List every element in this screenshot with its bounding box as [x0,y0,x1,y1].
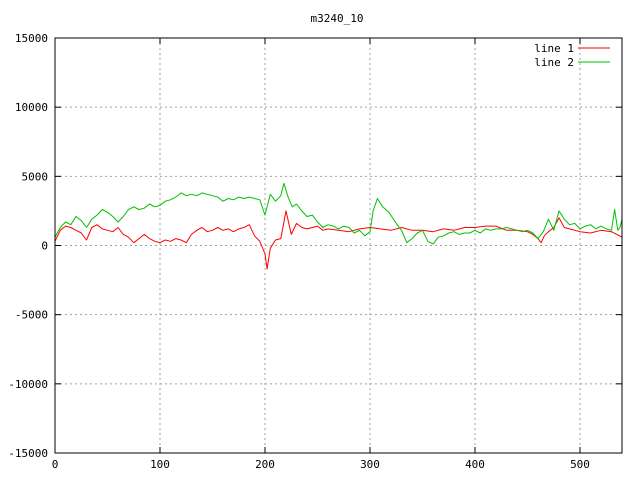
y-tick-label: 5000 [22,170,49,183]
legend-label-line-1: line 1 [534,42,574,55]
series-line-1 [54,210,623,270]
y-tick-label: -10000 [8,378,48,391]
x-tick-label: 500 [570,458,590,471]
tick-labels: -15000 -10000 -5000 0 5000 10000 15000 0 100 200 3… [8,32,590,471]
y-tick-label: -15000 [8,447,48,460]
legend-label-line-2: line 2 [534,56,574,69]
series-layer [54,182,623,270]
y-tick-label: -5000 [15,309,48,322]
chart-title: m3240_10 [311,12,364,25]
y-tick-label: 0 [41,240,48,253]
series-line-2 [54,182,623,245]
x-tick-label: 200 [255,458,275,471]
legend: line 1 line 2 [534,42,610,69]
y-tick-label: 15000 [15,32,48,45]
x-tick-label: 300 [360,458,380,471]
tick-marks [54,37,622,454]
grid [55,38,622,453]
x-tick-label: 100 [150,458,170,471]
x-tick-label: 0 [52,458,59,471]
y-tick-label: 10000 [15,101,48,114]
x-tick-label: 400 [465,458,485,471]
